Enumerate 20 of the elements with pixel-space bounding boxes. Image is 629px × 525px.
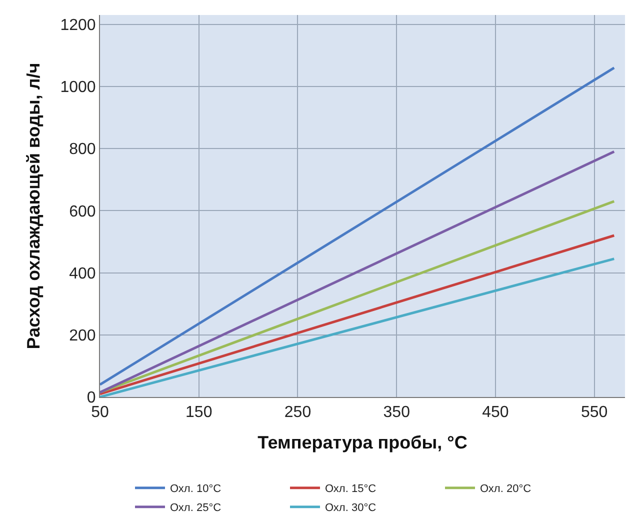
x-axis-title: Температура пробы, °C (258, 432, 468, 452)
y-tick-label: 1200 (60, 16, 96, 34)
x-tick-label: 550 (581, 404, 608, 422)
legend-label: Охл. 10°C (170, 483, 222, 496)
y-tick-label: 1000 (60, 79, 96, 96)
x-tick-label: 150 (186, 404, 212, 422)
legend-label: Охл. 30°C (325, 502, 376, 514)
legend-label: Охл. 15°C (325, 483, 376, 496)
y-tick-label: 200 (69, 327, 96, 344)
y-axis-title: Расход охлаждающей воды, л/ч (23, 62, 44, 350)
x-tick-label: 250 (284, 404, 312, 422)
y-tick-label: 800 (69, 141, 96, 158)
legend-label: Охл. 25°C (170, 502, 222, 514)
x-tick-label: 450 (482, 404, 509, 422)
x-tick-label: 350 (383, 404, 410, 422)
y-tick-label: 0 (86, 390, 96, 407)
y-tick-label: 600 (69, 203, 96, 220)
legend-label: Охл. 20°C (480, 483, 532, 496)
x-tick-label: 50 (91, 404, 109, 422)
y-tick-label: 400 (69, 265, 96, 282)
